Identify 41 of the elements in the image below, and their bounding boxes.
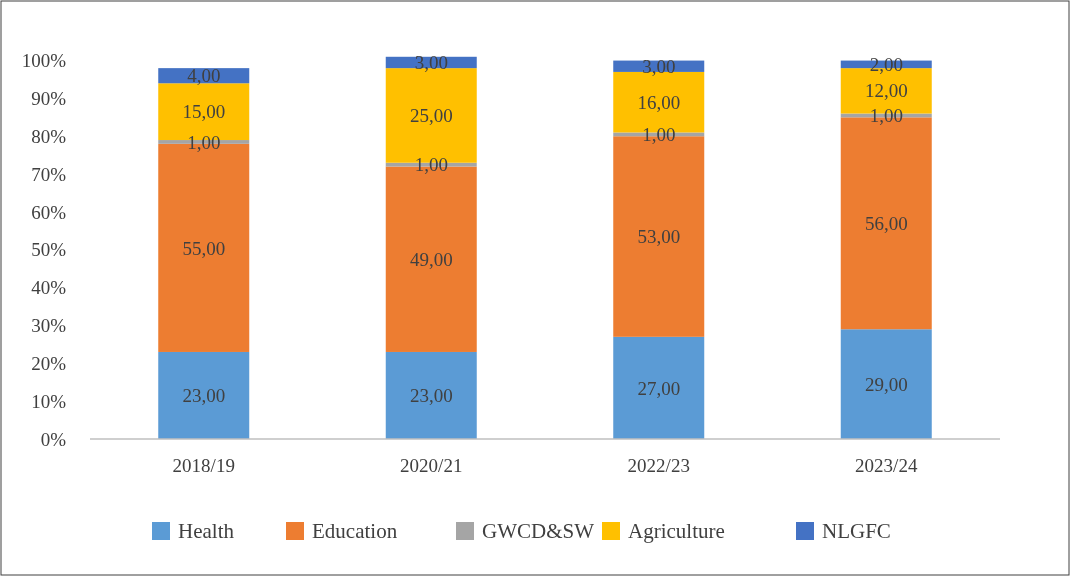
data-label: 55,00 <box>182 237 226 259</box>
data-label: 1,00 <box>869 105 903 127</box>
x-tick-label: 2020/21 <box>400 455 463 476</box>
y-tick-label: 20% <box>31 352 67 374</box>
data-label: 16,00 <box>637 91 681 113</box>
bar <box>840 329 932 439</box>
legend-label: Education <box>312 519 398 544</box>
y-tick-label: 60% <box>31 201 67 223</box>
legend-label: Health <box>178 519 235 544</box>
data-label: 3,00 <box>642 55 676 77</box>
y-tick-label: 70% <box>31 163 67 185</box>
data-label: 1,00 <box>642 124 676 146</box>
data-label: 27,00 <box>637 377 681 399</box>
data-label: 25,00 <box>409 105 453 127</box>
y-tick-label: 40% <box>31 277 67 299</box>
legend-label: NLGFC <box>822 519 891 544</box>
data-label: 29,00 <box>864 373 908 395</box>
x-tick-label: 2022/23 <box>627 455 690 476</box>
x-tick-label: 2018/19 <box>172 455 235 476</box>
y-tick-label: 90% <box>31 88 67 110</box>
y-tick-label: 50% <box>31 239 67 261</box>
bar <box>385 351 477 439</box>
data-label: 23,00 <box>409 385 453 407</box>
bar <box>613 336 705 439</box>
y-tick-label: 100% <box>21 50 67 72</box>
y-tick-label: 30% <box>31 315 67 337</box>
data-label: 49,00 <box>409 248 453 270</box>
x-tick-label: 2023/24 <box>855 455 918 476</box>
data-label: 15,00 <box>182 101 226 123</box>
legend-label: GWCD&SW <box>482 519 595 544</box>
y-tick-label: 10% <box>31 390 67 412</box>
data-label: 3,00 <box>414 52 448 74</box>
data-label: 23,00 <box>182 385 226 407</box>
y-tick-label: 0% <box>40 428 67 450</box>
data-label: 12,00 <box>864 80 908 102</box>
y-tick-label: 80% <box>31 125 67 147</box>
data-label: 53,00 <box>637 226 681 248</box>
data-label: 56,00 <box>864 212 908 234</box>
data-label: 4,00 <box>187 65 221 87</box>
legend-label: Agriculture <box>628 519 725 544</box>
bar <box>158 351 250 439</box>
